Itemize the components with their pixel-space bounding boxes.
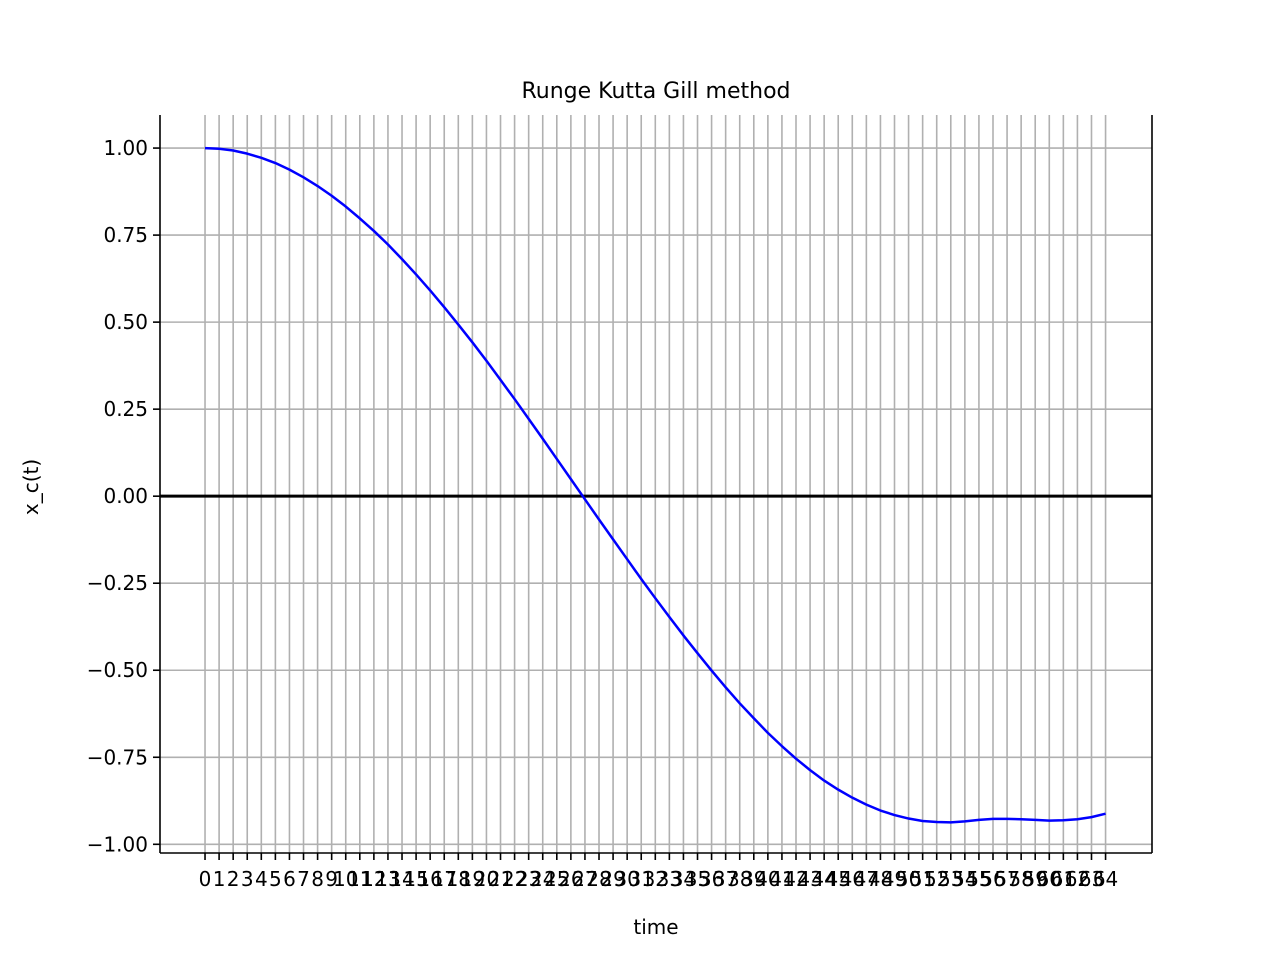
y-tick-label: 0.75: [103, 223, 148, 247]
y-tick-label: −0.50: [87, 658, 148, 682]
x-tick-label: 8: [311, 867, 324, 891]
x-tick-label: 2: [227, 867, 240, 891]
x-tick-label: 7: [297, 867, 310, 891]
y-tick-label: 0.25: [103, 397, 148, 421]
x-tick-label: 0: [199, 867, 212, 891]
y-tick-label: −0.75: [87, 745, 148, 769]
x-tick-label: 10: [333, 867, 358, 891]
x-tick-label: 41: [769, 867, 794, 891]
x-tick-label: 20: [474, 867, 499, 891]
x-tick-label: 36: [699, 867, 724, 891]
x-tick-label: 35: [685, 867, 710, 891]
x-tick-label: 9: [325, 867, 338, 891]
x-tick-label: 45: [825, 867, 850, 891]
x-tick-label: 59: [1022, 867, 1047, 891]
x-tick-label: 26: [558, 867, 583, 891]
x-tick-label: 48: [868, 867, 893, 891]
x-tick-label: 34: [671, 867, 696, 891]
x-tick-label: 24: [530, 867, 555, 891]
x-tick-label: 16: [417, 867, 442, 891]
x-tick-label: 51: [910, 867, 935, 891]
y-axis-label: x_c(t): [19, 459, 43, 515]
x-tick-label: 18: [446, 867, 471, 891]
x-tick-label: 57: [994, 867, 1019, 891]
x-tick-label: 6: [283, 867, 296, 891]
x-tick-label: 50: [896, 867, 921, 891]
y-tick-label: −0.25: [87, 571, 148, 595]
series-line: [204, 146, 1106, 824]
x-tick-label: 1: [213, 867, 226, 891]
x-tick-label: 23: [516, 867, 541, 891]
x-tick-label: 22: [502, 867, 527, 891]
x-tick-label: 19: [460, 867, 485, 891]
x-tick-label: 37: [713, 867, 738, 891]
x-tick-label: 47: [854, 867, 879, 891]
x-tick-label: 49: [882, 867, 907, 891]
x-tick-label: 28: [586, 867, 611, 891]
x-tick-label: 4: [255, 867, 268, 891]
y-tick-label: −1.00: [87, 832, 148, 856]
y-tick-label: 0.00: [103, 484, 148, 508]
y-tick-label: 1.00: [103, 136, 148, 160]
x-tick-label: 13: [375, 867, 400, 891]
x-tick-label: 3: [241, 867, 254, 891]
x-tick-label: 5: [269, 867, 282, 891]
x-tick-label: 60: [1037, 867, 1062, 891]
x-tick-label: 32: [643, 867, 668, 891]
chart-title: Runge Kutta Gill method: [521, 79, 790, 104]
x-tick-label: 17: [432, 867, 457, 891]
x-tick-label: 43: [797, 867, 822, 891]
x-tick-label: 31: [628, 867, 653, 891]
x-tick-label: 56: [980, 867, 1005, 891]
x-tick-label: 42: [783, 867, 808, 891]
x-tick-label: 12: [361, 867, 386, 891]
x-tick-label: 33: [657, 867, 682, 891]
x-tick-label: 54: [952, 867, 977, 891]
x-tick-label: 30: [614, 867, 639, 891]
x-tick-label: 52: [924, 867, 949, 891]
x-tick-label: 29: [600, 867, 625, 891]
x-tick-label: 39: [741, 867, 766, 891]
x-tick-label: 53: [938, 867, 963, 891]
x-tick-label: 11: [347, 867, 372, 891]
x-tick-label: 61: [1051, 867, 1076, 891]
x-tick-label: 46: [840, 867, 865, 891]
grid: [160, 115, 1152, 853]
x-tick-label: 64: [1093, 867, 1118, 891]
x-tick-label: 44: [811, 867, 836, 891]
ticks: 0 1 2 3 4 5 6 7 8 9101112131415161718192021222324…: [87, 136, 1119, 891]
x-tick-label: 25: [544, 867, 569, 891]
x-tick-label: 63: [1079, 867, 1104, 891]
x-tick-label: 21: [488, 867, 513, 891]
x-tick-label: 55: [966, 867, 991, 891]
x-tick-label: 38: [727, 867, 752, 891]
x-tick-label: 14: [389, 867, 414, 891]
x-tick-label: 62: [1065, 867, 1090, 891]
x-tick-label: 15: [403, 867, 428, 891]
x-axis-label: time: [633, 915, 678, 939]
x-tick-label: 58: [1008, 867, 1033, 891]
x-tick-label: 27: [572, 867, 597, 891]
y-tick-label: 0.50: [103, 310, 148, 334]
x-tick-label: 40: [755, 867, 780, 891]
